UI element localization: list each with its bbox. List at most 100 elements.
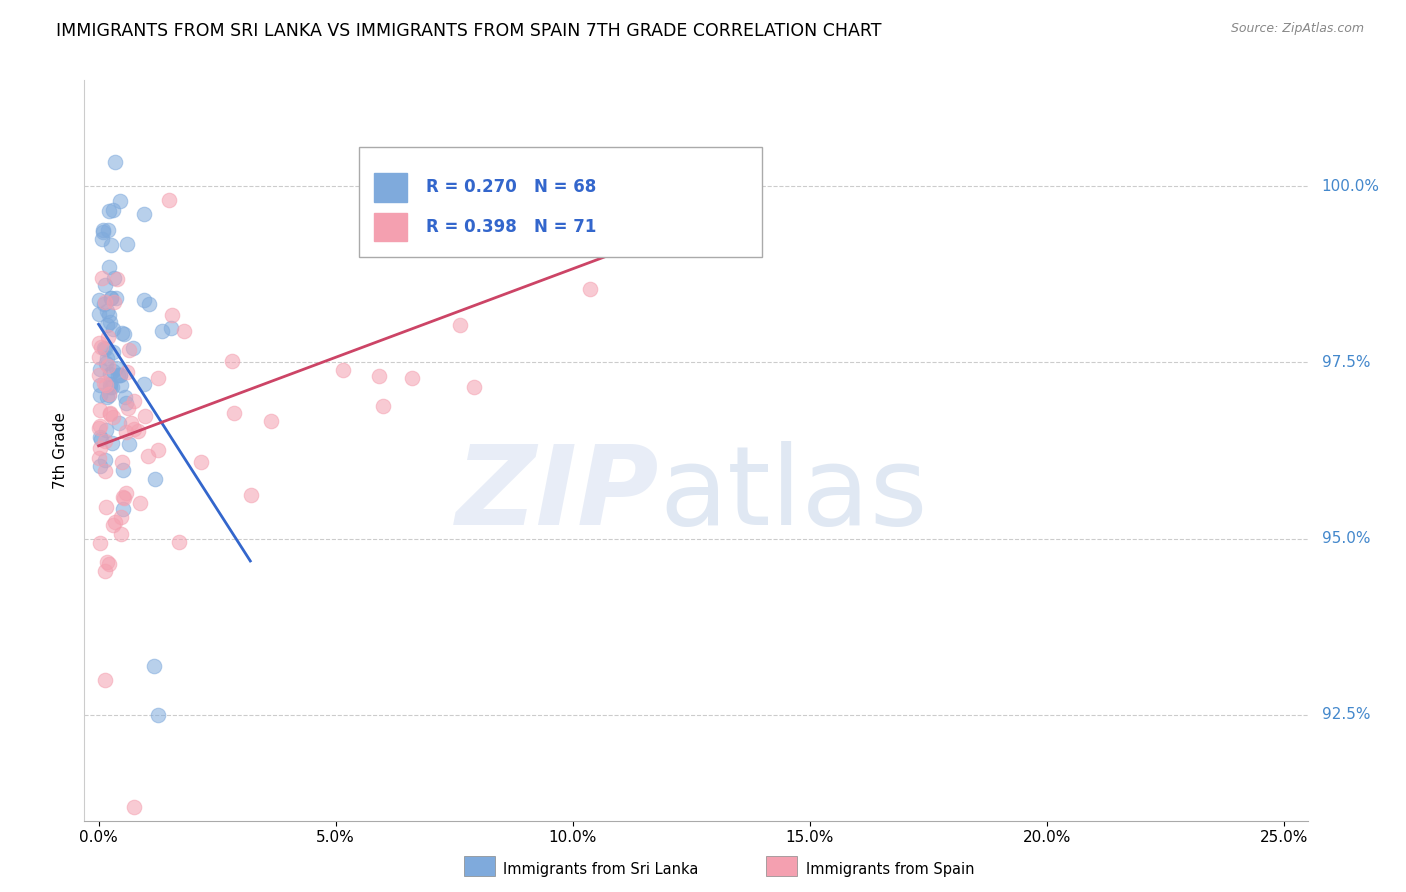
Point: [104, 515, 127, 529]
Point: [150, 324, 173, 338]
Point: [108, 368, 131, 383]
Point: [97, 223, 120, 237]
Point: [98, 315, 121, 329]
Point: [120, 416, 142, 430]
Point: [157, 194, 180, 208]
Point: [134, 206, 156, 220]
Point: [103, 270, 125, 285]
Point: [98, 380, 121, 394]
Point: [108, 417, 131, 431]
Point: [332, 363, 354, 377]
Point: [117, 401, 139, 416]
Point: [111, 326, 134, 340]
Point: [162, 308, 184, 322]
Point: [94, 673, 117, 687]
Point: [87, 336, 110, 351]
Point: [112, 491, 135, 505]
Point: [260, 413, 283, 427]
Point: [87, 368, 110, 382]
Point: [118, 437, 141, 451]
Text: IMMIGRANTS FROM SRI LANKA VS IMMIGRANTS FROM SPAIN 7TH GRADE CORRELATION CHART: IMMIGRANTS FROM SRI LANKA VS IMMIGRANTS …: [56, 22, 882, 40]
Bar: [360, 147, 762, 257]
Point: [96, 555, 118, 569]
Text: 92.5%: 92.5%: [1322, 707, 1371, 723]
Point: [89, 418, 111, 433]
Point: [97, 387, 120, 401]
Point: [89, 451, 111, 466]
Point: [94, 500, 117, 514]
Point: [98, 203, 121, 218]
Point: [94, 423, 117, 437]
Point: [127, 424, 149, 438]
Point: [97, 330, 120, 344]
Point: [117, 237, 139, 252]
Point: [579, 282, 602, 296]
Point: [110, 527, 132, 541]
Point: [240, 487, 263, 501]
Point: [93, 297, 115, 311]
Point: [94, 464, 117, 478]
Point: [103, 202, 125, 217]
Point: [94, 356, 117, 370]
Point: [93, 452, 115, 467]
Point: [221, 353, 243, 368]
Point: [100, 291, 122, 305]
Point: [401, 371, 423, 385]
Text: 97.5%: 97.5%: [1322, 355, 1371, 370]
Point: [89, 458, 111, 473]
Point: [104, 291, 127, 305]
Point: [136, 449, 159, 463]
Point: [89, 430, 111, 444]
Point: [122, 341, 145, 355]
Text: 100.0%: 100.0%: [1322, 178, 1379, 194]
Point: [132, 376, 155, 391]
Point: [91, 232, 114, 246]
Point: [224, 406, 246, 420]
Point: [167, 535, 190, 549]
Point: [91, 226, 114, 240]
Point: [110, 194, 132, 209]
Point: [142, 658, 165, 673]
Point: [531, 193, 554, 207]
Point: [100, 436, 122, 450]
Point: [100, 238, 122, 252]
Point: [89, 350, 111, 364]
Point: [111, 455, 134, 469]
Point: [101, 517, 124, 532]
Point: [138, 297, 160, 311]
Point: [108, 368, 131, 382]
Text: 95.0%: 95.0%: [1322, 531, 1371, 546]
Point: [173, 324, 195, 338]
Point: [98, 558, 121, 572]
Point: [111, 502, 134, 516]
Point: [122, 799, 145, 814]
Point: [96, 377, 118, 392]
Point: [89, 388, 111, 402]
Text: ZIP: ZIP: [456, 442, 659, 549]
Point: [94, 343, 117, 357]
Y-axis label: 7th Grade: 7th Grade: [52, 412, 67, 489]
Text: R = 0.398   N = 71: R = 0.398 N = 71: [426, 218, 596, 236]
Point: [87, 307, 110, 321]
Point: [98, 377, 121, 392]
Point: [103, 295, 125, 310]
Point: [115, 365, 138, 379]
Point: [146, 707, 169, 722]
Point: [94, 434, 117, 448]
Point: [110, 509, 132, 524]
Point: [97, 308, 120, 322]
Point: [101, 363, 124, 377]
Point: [101, 410, 124, 425]
Point: [114, 390, 136, 404]
Point: [91, 270, 114, 285]
Point: [554, 236, 576, 251]
Point: [89, 441, 111, 455]
Point: [98, 407, 121, 421]
Point: [98, 367, 121, 381]
Point: [128, 496, 150, 510]
Text: Immigrants from Sri Lanka: Immigrants from Sri Lanka: [503, 863, 699, 877]
Point: [146, 371, 169, 385]
Point: [93, 376, 115, 391]
Point: [94, 295, 117, 310]
Point: [89, 362, 111, 376]
